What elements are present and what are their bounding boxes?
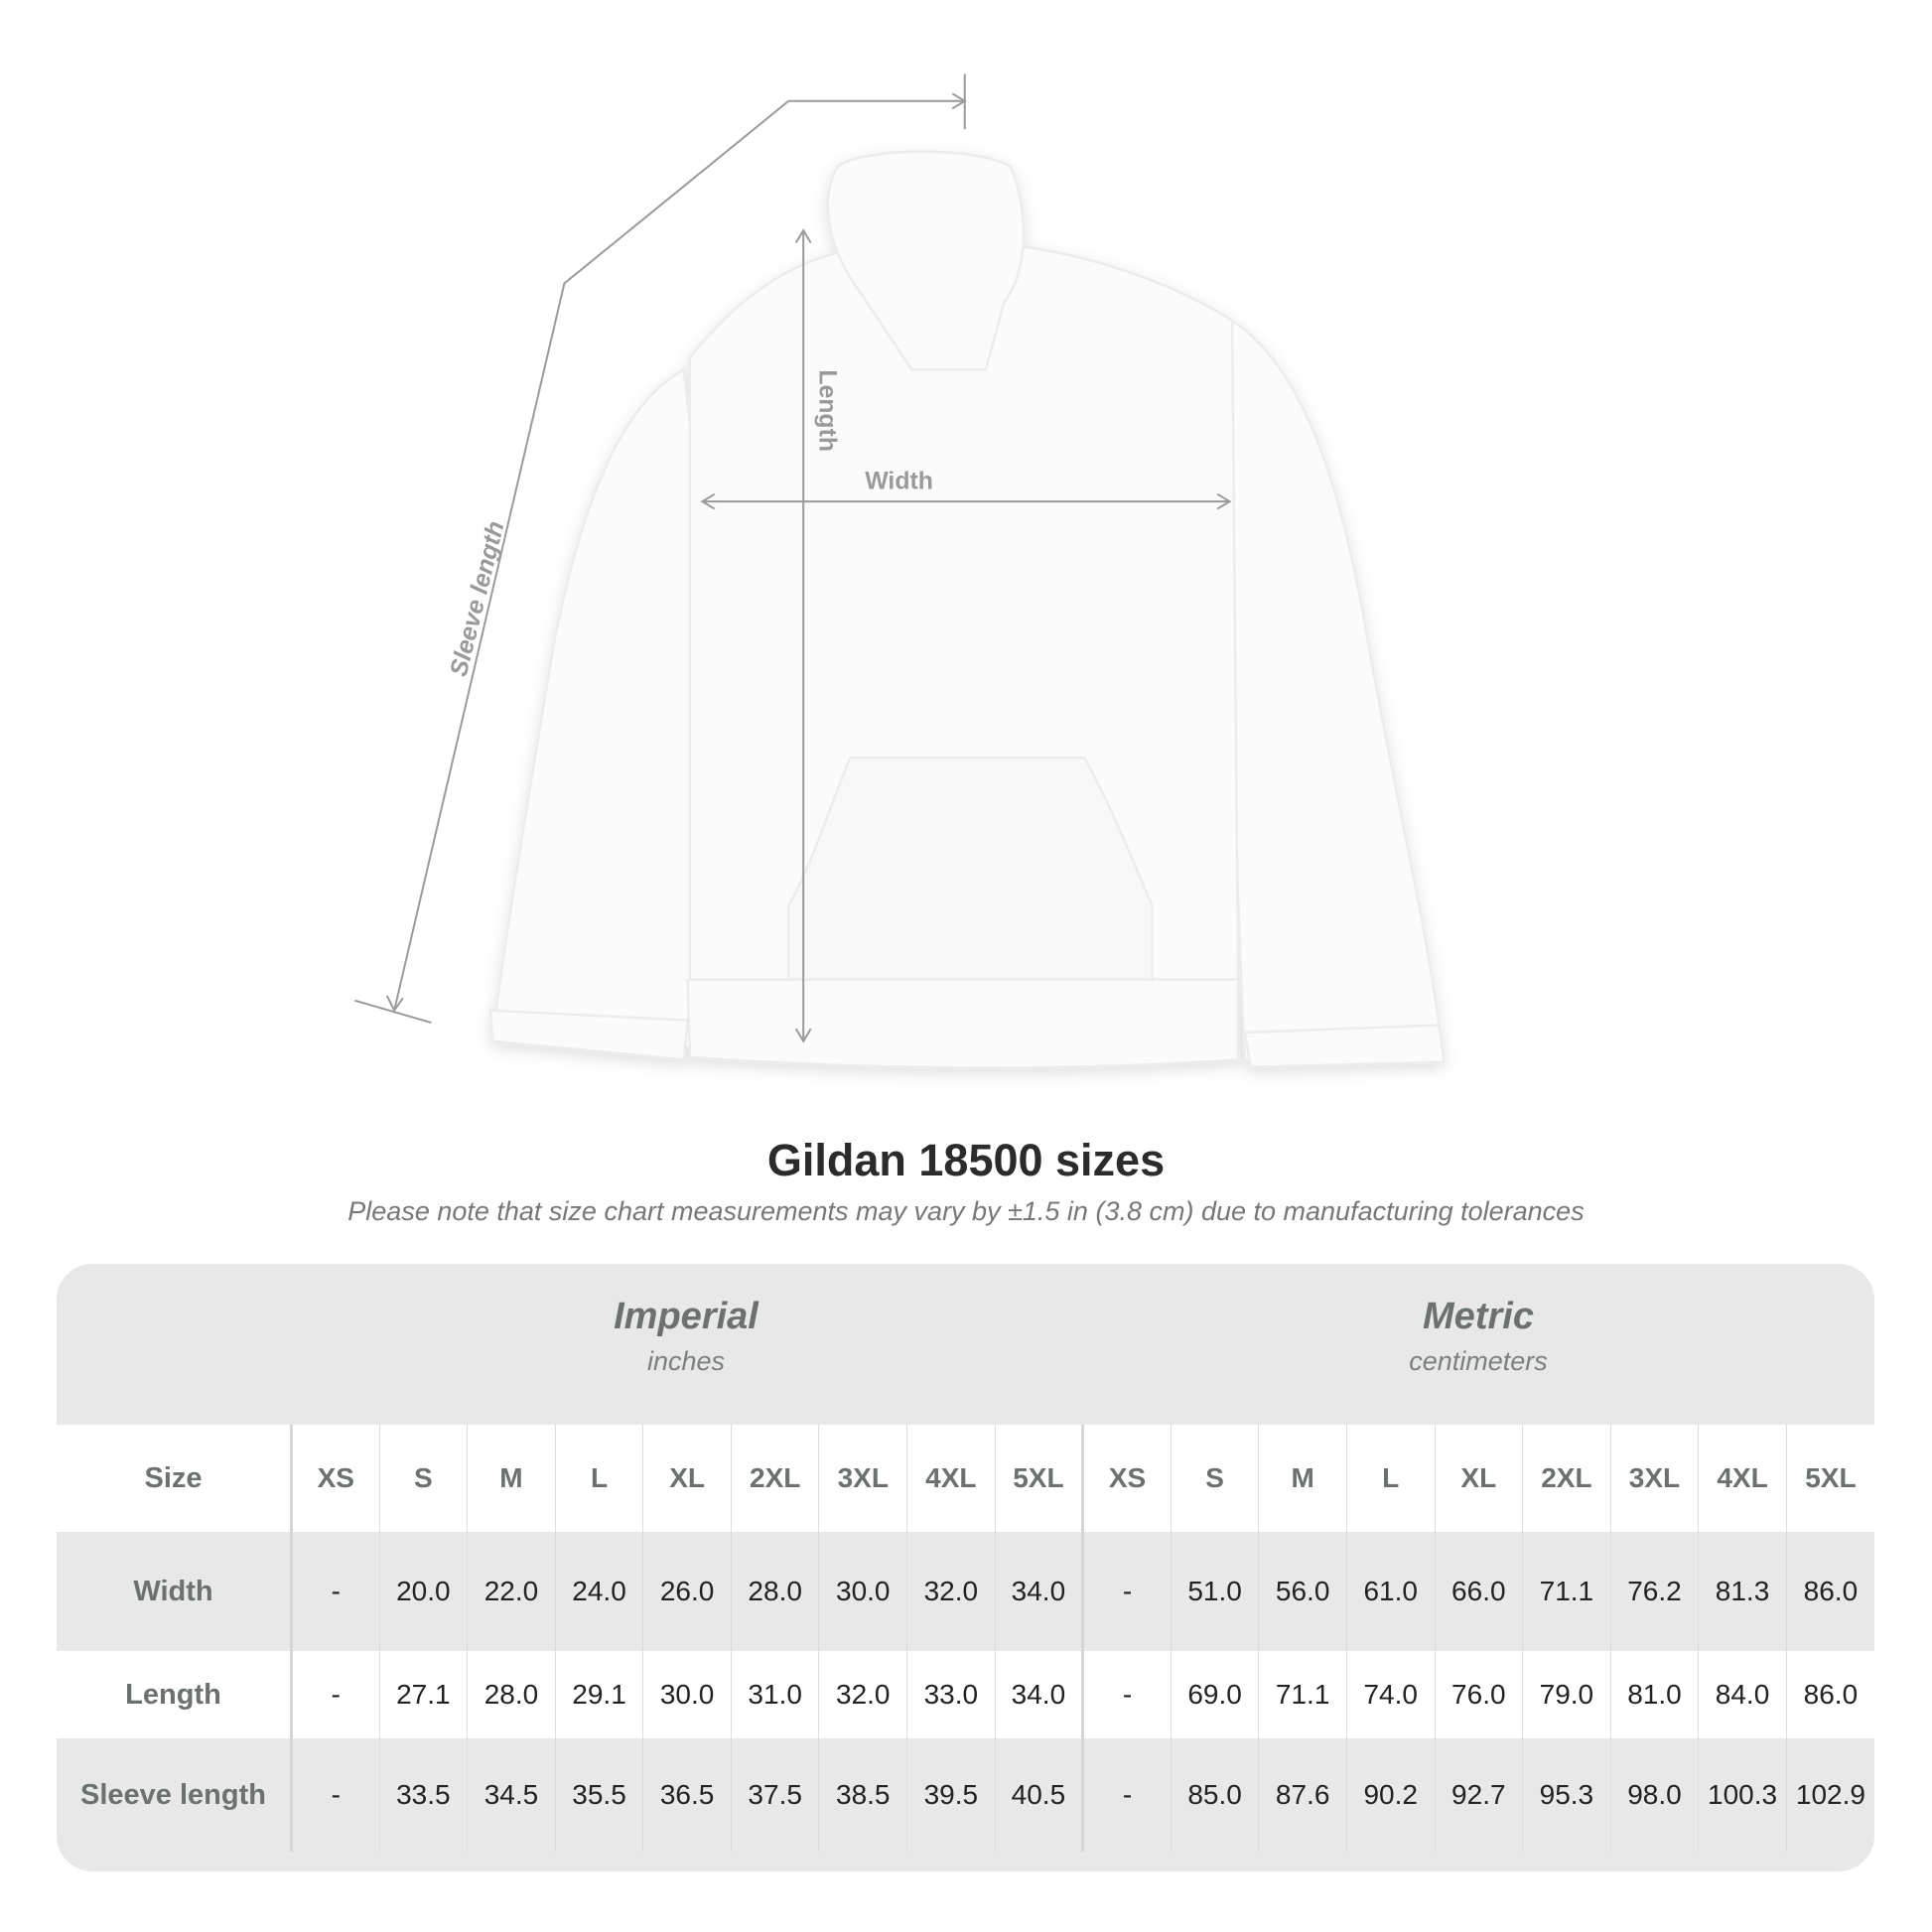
metric-unit: centimeters [1409,1346,1548,1376]
metric-size-xs: XS [1081,1425,1172,1532]
size-header-row: Size XS S M L XL 2XL 3XL 4XL 5XL XS S M L XL 2XL 3XL 4XL 5… [57,1425,1874,1532]
imperial-value-cell: 35.5 [554,1738,643,1852]
imperial-value-cell: 36.5 [642,1738,732,1852]
imperial-value-cell: 34.5 [467,1738,556,1852]
metric-value-cell: 86.0 [1785,1532,1874,1651]
row-label: Sleeve length [80,1778,266,1811]
metric-value-cell: 76.0 [1434,1651,1523,1738]
imperial-value-cell: 30.0 [818,1532,907,1651]
metric-value-cell: 86.0 [1785,1651,1874,1738]
tolerance-note: Please note that size chart measurements… [347,1196,1585,1226]
imperial-size-3xl: 3XL [818,1425,907,1532]
metric-value-cell: 79.0 [1522,1651,1611,1738]
metric-size-5xl: 5XL [1785,1425,1874,1532]
imperial-value-cell: 30.0 [642,1651,732,1738]
sleeve-bottom-tick [354,999,432,1025]
chart-title: Gildan 18500 sizes [766,1135,1166,1185]
size-label: Size [144,1461,203,1494]
metric-header: Metric centimeters [1082,1264,1874,1425]
metric-value-cell: 71.1 [1258,1651,1347,1738]
imperial-value-cell: 22.0 [467,1532,556,1651]
metric-value-cell: 74.0 [1345,1651,1436,1738]
metric-value-cell: 61.0 [1345,1532,1436,1651]
metric-value-cell: 90.2 [1345,1738,1436,1852]
imperial-size-l: L [554,1425,643,1532]
imperial-size-2xl: 2XL [730,1425,819,1532]
size-table: Imperial inches Metric centimeters Size X… [57,1264,1874,1871]
imperial-value-cell: 24.0 [554,1532,643,1651]
imperial-value-cell: - [290,1738,380,1852]
metric-value-cell: 85.0 [1170,1738,1259,1852]
imperial-value-cell: 20.0 [378,1532,468,1651]
imperial-value-cell: 32.0 [818,1651,907,1738]
table-row-width: Width -20.0 22.0 24.0 26.0 28.0 30.0 32.0 34.0-5… [57,1532,1874,1651]
imperial-value-cell: 31.0 [730,1651,819,1738]
metric-size-s: S [1170,1425,1259,1532]
sleeve-length-guide [393,99,965,1011]
imperial-header: Imperial inches [290,1264,1082,1425]
metric-value-cell: 95.3 [1522,1738,1611,1852]
metric-value-cell: - [1081,1532,1172,1651]
metric-value-cell: 69.0 [1170,1651,1259,1738]
imperial-value-cell: 29.1 [554,1651,643,1738]
metric-size-3xl: 3XL [1609,1425,1699,1532]
metric-value-cell: 76.2 [1609,1532,1699,1651]
imperial-value-cell: 40.5 [994,1738,1083,1852]
row-label: Length [125,1678,221,1711]
imperial-size-s: S [378,1425,468,1532]
imperial-value-cell: 38.5 [818,1738,907,1852]
imperial-unit: inches [646,1346,726,1376]
imperial-value-cell: 39.5 [906,1738,996,1852]
imperial-value-cell: 27.1 [378,1651,468,1738]
table-row-sleeve-length: Sleeve length -33.5 34.5 35.5 36.5 37.5 38.5 39… [57,1738,1874,1852]
metric-value-cell: 66.0 [1434,1532,1523,1651]
imperial-size-m: M [467,1425,556,1532]
metric-size-m: M [1258,1425,1347,1532]
imperial-value-cell: 33.5 [378,1738,468,1852]
size-grid: Size XS S M L XL 2XL 3XL 4XL 5XL XS S M L XL 2XL 3XL 4XL 5… [57,1425,1874,1852]
metric-size-4xl: 4XL [1698,1425,1787,1532]
imperial-size-5xl: 5XL [994,1425,1083,1532]
metric-value-cell: 92.7 [1434,1738,1523,1852]
metric-value-cell: 81.0 [1609,1651,1699,1738]
metric-size-2xl: 2XL [1522,1425,1611,1532]
metric-value-cell: - [1081,1738,1172,1852]
metric-value-cell: 102.9 [1785,1738,1874,1852]
imperial-value-cell: 28.0 [467,1651,556,1738]
imperial-value-cell: - [290,1651,380,1738]
row-label: Width [133,1575,213,1607]
imperial-title: Imperial [614,1296,759,1337]
hoodie-image [488,150,1446,1069]
imperial-value-cell: 28.0 [730,1532,819,1651]
metric-value-cell: 81.3 [1698,1532,1787,1651]
imperial-value-cell: 26.0 [642,1532,732,1651]
imperial-value-cell: 37.5 [730,1738,819,1852]
imperial-value-cell: 34.0 [994,1651,1083,1738]
metric-value-cell: 71.1 [1522,1532,1611,1651]
metric-value-cell: 98.0 [1609,1738,1699,1852]
metric-title: Metric [1423,1296,1534,1337]
imperial-size-xs: XS [290,1425,380,1532]
imperial-value-cell: 32.0 [906,1532,996,1651]
metric-value-cell: - [1081,1651,1172,1738]
metric-size-xl: XL [1434,1425,1523,1532]
table-row-length: Length -27.1 28.0 29.1 30.0 31.0 32.0 33.0 34.0-… [57,1651,1874,1738]
metric-value-cell: 84.0 [1698,1651,1787,1738]
imperial-size-xl: XL [642,1425,732,1532]
metric-value-cell: 51.0 [1170,1532,1259,1651]
imperial-value-cell: 33.0 [906,1651,996,1738]
length-label: Length [813,369,840,452]
metric-value-cell: 87.6 [1258,1738,1347,1852]
metric-size-l: L [1345,1425,1436,1532]
imperial-size-4xl: 4XL [906,1425,996,1532]
imperial-value-cell: 34.0 [994,1532,1083,1651]
metric-value-cell: 56.0 [1258,1532,1347,1651]
imperial-value-cell: - [290,1532,380,1651]
width-label: Width [865,469,933,495]
metric-value-cell: 100.3 [1698,1738,1787,1852]
